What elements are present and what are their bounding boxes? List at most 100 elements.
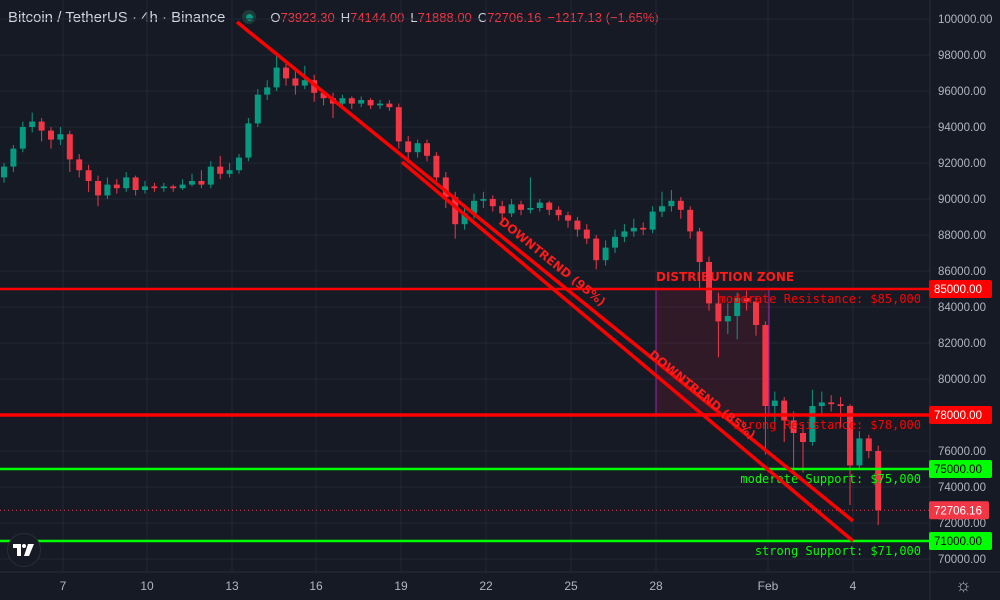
- candle-body: [320, 92, 327, 99]
- candle-body: [57, 134, 64, 140]
- candle-body: [19, 127, 26, 149]
- candle-body: [508, 204, 515, 214]
- candle-body: [292, 78, 299, 86]
- candle-body: [837, 404, 844, 406]
- candle-body: [48, 130, 54, 140]
- price-tick-label: 70000.00: [938, 554, 986, 566]
- candle-body: [104, 184, 111, 196]
- candle-body: [668, 200, 675, 207]
- candle-body: [630, 227, 637, 232]
- candle-body: [489, 199, 496, 207]
- candle-body: [687, 209, 694, 232]
- candle-body: [555, 209, 562, 216]
- ohlc-close: C72706.16: [477, 9, 542, 25]
- candle-body: [301, 80, 308, 86]
- candle-body: [160, 186, 167, 189]
- candle-body: [856, 438, 863, 466]
- candle-body: [621, 231, 628, 237]
- price-axis-level-text: 78000.00: [934, 410, 982, 422]
- candle-body: [753, 301, 759, 325]
- symbol-title[interactable]: Bitcoin / TetherUS · 4h · Binance: [8, 8, 226, 26]
- candle-body: [170, 186, 177, 189]
- candle-body: [245, 123, 252, 158]
- candle-body: [847, 406, 853, 466]
- price-axis-level-tag: [929, 532, 992, 550]
- ohlc-high: H74144.00: [340, 9, 405, 25]
- level-label: strong Support: $71,000: [755, 544, 921, 558]
- candle-body: [29, 121, 36, 127]
- price-tick-label: 90000.00: [938, 194, 986, 206]
- price-tick-label: 86000.00: [938, 266, 986, 278]
- candle-body: [706, 262, 712, 304]
- candle-body: [151, 186, 158, 189]
- level-label: strong Resistance: $78,000: [733, 418, 921, 432]
- candle-body: [1, 166, 7, 178]
- time-tick-label: 28: [649, 579, 663, 593]
- candle-body: [226, 170, 233, 174]
- time-tick-label: Feb: [758, 579, 779, 593]
- candle-body: [10, 148, 17, 167]
- ohlc-low: L71888.00: [410, 9, 472, 25]
- current-price-text: 72706.16: [934, 505, 982, 517]
- price-axis-level-tag: [929, 280, 992, 298]
- candle-body: [123, 177, 130, 189]
- price-tick-label: 94000.00: [938, 122, 986, 134]
- trendline: [235, 20, 855, 523]
- price-axis-level-tag: [929, 460, 992, 478]
- candle-body: [85, 170, 92, 181]
- candle-body: [724, 316, 731, 322]
- candle-body: [217, 166, 224, 174]
- candle-body: [480, 199, 487, 201]
- candle-body: [38, 121, 45, 131]
- candle-body: [283, 67, 289, 79]
- candle-body: [734, 298, 741, 316]
- candle-body: [95, 181, 101, 196]
- price-tick-label: 84000.00: [938, 302, 986, 314]
- candle-body: [640, 227, 647, 230]
- candle-body: [358, 100, 365, 104]
- price-tick-label: 74000.00: [938, 482, 986, 494]
- trendline: [400, 160, 855, 543]
- level-label: moderate Resistance: $85,000: [719, 292, 921, 306]
- candle-body: [574, 220, 581, 230]
- price-tick-label: 82000.00: [938, 338, 986, 350]
- candle-body: [339, 98, 346, 104]
- price-change: −1217.13 (−1.65%): [547, 9, 659, 25]
- candle-body: [367, 100, 374, 106]
- candle-body: [433, 155, 440, 178]
- distribution-zone-label: DISTRIBUTION ZONE: [656, 270, 794, 284]
- candle-body: [142, 186, 148, 190]
- price-tick-label: 88000.00: [938, 230, 986, 242]
- time-tick-label: 16: [309, 579, 323, 593]
- price-tick-label: 72000.00: [938, 518, 986, 530]
- time-tick-label: 7: [60, 579, 67, 593]
- level-label: moderate Support: $75,000: [740, 472, 921, 486]
- price-tick-label: 96000.00: [938, 86, 986, 98]
- candle-body: [189, 181, 195, 185]
- price-tick-label: 100000.00: [938, 14, 992, 26]
- candle-body: [828, 402, 835, 405]
- price-tick-label: 80000.00: [938, 374, 986, 386]
- tradingview-logo-icon[interactable]: [7, 533, 41, 567]
- settings-gear-icon[interactable]: ☼: [955, 575, 972, 595]
- candle-body: [659, 206, 665, 212]
- candle-body: [452, 197, 459, 225]
- distribution-zone: [655, 288, 770, 416]
- price-tick-label: 98000.00: [938, 50, 986, 62]
- candle-body: [809, 406, 816, 442]
- candle-body: [377, 103, 383, 106]
- candle-body: [875, 451, 882, 511]
- candle-body: [76, 159, 83, 171]
- time-tick-label: 25: [564, 579, 578, 593]
- candle-body: [424, 143, 430, 156]
- candle-body: [593, 238, 600, 261]
- candle-body: [414, 143, 421, 153]
- candle-body: [602, 247, 609, 261]
- candle-body: [348, 98, 355, 104]
- time-tick-label: 22: [479, 579, 493, 593]
- candle-body: [518, 204, 524, 210]
- candle-body: [179, 184, 186, 189]
- candle-body: [254, 94, 261, 124]
- candle-body: [207, 166, 214, 185]
